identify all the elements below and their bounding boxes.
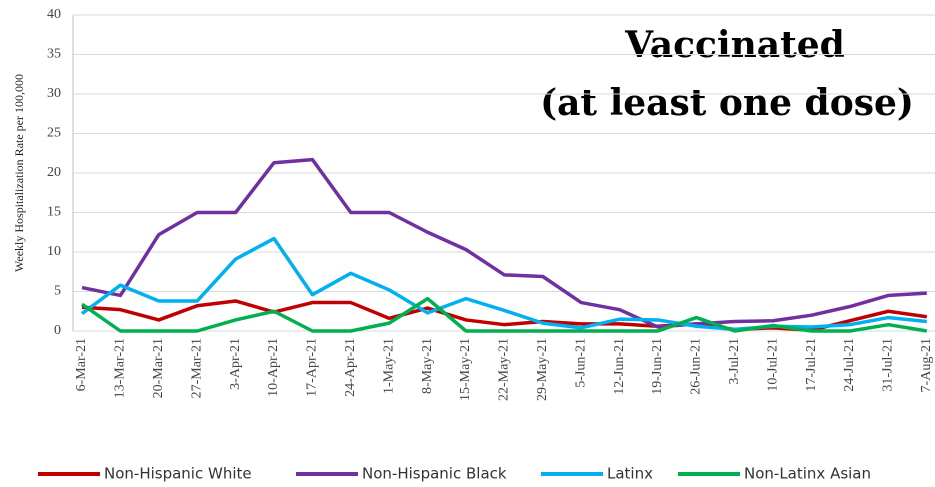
y-tick-label: 10	[47, 244, 61, 259]
legend-label: Latinx	[607, 465, 653, 483]
x-tick-label: 15-May-21	[458, 338, 473, 401]
chart-subtitle: (at least one dose)	[540, 82, 914, 124]
y-tick-label: 20	[47, 165, 61, 180]
series-line	[80, 296, 928, 333]
y-tick-label: 35	[47, 47, 61, 62]
x-tick-label: 22-May-21	[497, 338, 512, 401]
x-tick-label: 10-Apr-21	[266, 338, 281, 397]
x-tick-label: 17-Apr-21	[305, 338, 320, 397]
x-tick-label: 20-Mar-21	[151, 338, 166, 398]
legend-label: Non-Latinx Asian	[744, 465, 871, 483]
x-tick-label: 27-Mar-21	[189, 338, 204, 398]
chart-title: Vaccinated	[624, 24, 845, 66]
x-tick-label: 6-Mar-21	[74, 338, 89, 391]
x-tick-label: 26-Jun-21	[689, 338, 704, 395]
x-tick-label: 29-May-21	[535, 338, 550, 401]
y-tick-label: 0	[54, 323, 61, 338]
x-tick-label: 19-Jun-21	[650, 338, 665, 395]
x-tick-label: 12-Jun-21	[612, 338, 627, 395]
legend-label: Non-Hispanic White	[104, 465, 252, 483]
x-tick-label: 17-Jul-21	[804, 338, 819, 392]
x-tick-label: 3-Jul-21	[727, 338, 742, 385]
x-tick-label: 31-Jul-21	[881, 338, 896, 392]
series-line	[81, 157, 927, 329]
x-tick-label: 3-Apr-21	[228, 338, 243, 390]
x-tick-label: 7-Aug-21	[919, 338, 934, 392]
x-tick-label: 24-Jul-21	[842, 338, 857, 392]
y-tick-label: 5	[54, 284, 61, 299]
legend-label: Non-Hispanic Black	[362, 465, 507, 483]
x-tick-label: 10-Jul-21	[765, 338, 780, 392]
y-axis-label: Weekly Hospitalization Rate per 100,000	[12, 74, 26, 272]
x-tick-label: 24-Apr-21	[343, 338, 358, 397]
y-tick-label: 30	[47, 86, 61, 101]
y-tick-label: 15	[47, 205, 61, 220]
x-tick-label: 5-Jun-21	[573, 338, 588, 388]
y-tick-label: 25	[47, 126, 61, 141]
x-tick-label: 8-May-21	[420, 338, 435, 394]
y-tick-label: 40	[47, 7, 61, 22]
x-tick-label: 1-May-21	[381, 338, 396, 394]
x-tick-label: 13-Mar-21	[113, 338, 128, 398]
